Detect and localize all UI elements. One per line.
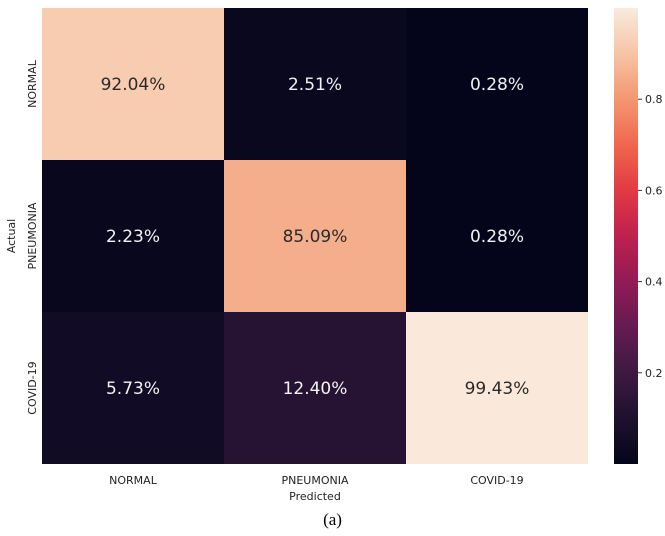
colorbar-tick-label: 0.6 xyxy=(645,184,663,197)
colorbar-ticks: 0.2 0.4 0.6 0.8 xyxy=(638,93,663,380)
heatmap-cell-0-1 xyxy=(224,8,406,160)
figure-caption: (a) xyxy=(323,510,342,529)
heatmap-cell-1-0 xyxy=(42,160,224,312)
cell-label-0-1: 2.51% xyxy=(288,75,342,95)
colorbar-tick-label: 0.2 xyxy=(645,367,663,380)
heatmap-cell-0-2 xyxy=(406,8,588,160)
heatmap-cell-2-2 xyxy=(406,312,588,464)
cell-label-2-2: 99.43% xyxy=(465,379,530,399)
heatmap-cell-labels: 92.04% 2.51% 0.28% 2.23% 85.09% 0.28% 5.73% 12.… xyxy=(101,75,530,399)
colorbar xyxy=(614,8,638,464)
heatmap-cell-0-0 xyxy=(42,8,224,160)
cell-label-2-1: 12.40% xyxy=(283,379,348,399)
y-tick-label: NORMAL xyxy=(26,59,39,108)
heatmap-cell-2-1 xyxy=(224,312,406,464)
heatmap-cell-2-0 xyxy=(42,312,224,464)
cell-label-0-2: 0.28% xyxy=(470,75,524,95)
cell-label-1-1: 85.09% xyxy=(283,227,348,247)
heatmap-cells xyxy=(42,8,588,464)
y-axis-label: Actual xyxy=(5,219,18,253)
y-tick-label: PNEUMONIA xyxy=(26,202,39,269)
x-tick-labels: NORMAL PNEUMONIA COVID-19 xyxy=(109,474,524,487)
cell-label-2-0: 5.73% xyxy=(106,379,160,399)
heatmap-cell-1-2 xyxy=(406,160,588,312)
cell-label-1-0: 2.23% xyxy=(106,227,160,247)
x-tick-label: PNEUMONIA xyxy=(281,474,348,487)
y-tick-labels: NORMAL PNEUMONIA COVID-19 xyxy=(26,59,39,414)
heatmap-cell-1-1 xyxy=(224,160,406,312)
confusion-matrix-chart: 92.04% 2.51% 0.28% 2.23% 85.09% 0.28% 5.73% 12.… xyxy=(5,8,663,503)
x-axis-label: Predicted xyxy=(289,490,341,503)
y-tick-label: COVID-19 xyxy=(26,361,39,414)
cell-label-1-2: 0.28% xyxy=(470,227,524,247)
cell-label-0-0: 92.04% xyxy=(101,75,166,95)
colorbar-tick-label: 0.8 xyxy=(645,93,663,106)
colorbar-tick-label: 0.4 xyxy=(645,276,663,289)
x-tick-label: COVID-19 xyxy=(470,474,523,487)
x-tick-label: NORMAL xyxy=(109,474,158,487)
